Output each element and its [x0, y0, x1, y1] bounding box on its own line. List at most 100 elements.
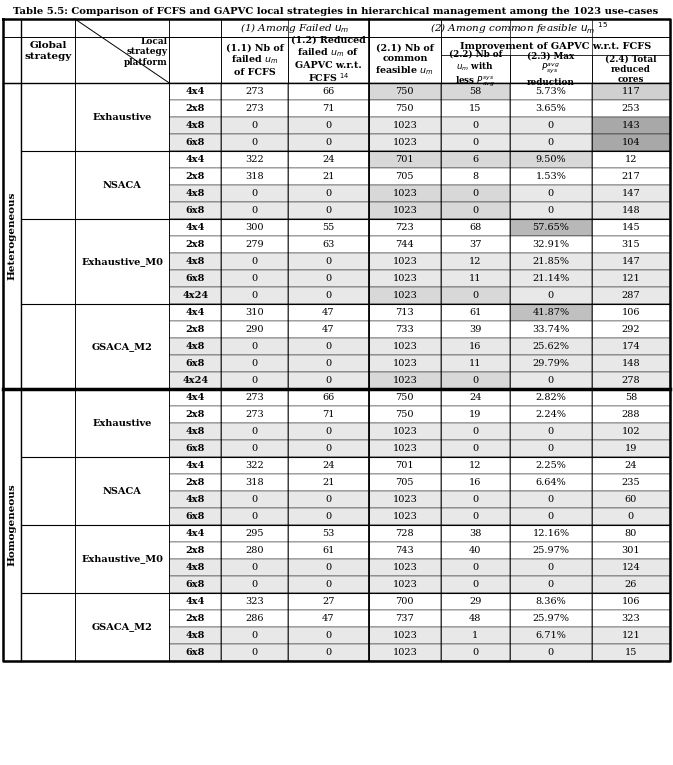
Text: 700: 700 [396, 597, 414, 606]
Bar [170, 627, 221, 644]
Bar [441, 134, 510, 151]
Text: 728: 728 [396, 529, 414, 538]
Bar [288, 491, 369, 508]
Bar [441, 389, 510, 406]
Text: 4x4: 4x4 [186, 393, 205, 402]
Bar [170, 355, 221, 372]
Text: 750: 750 [396, 87, 414, 96]
Bar [288, 593, 369, 610]
Bar [288, 134, 369, 151]
Bar [170, 270, 221, 287]
Text: 0: 0 [252, 206, 258, 215]
Bar [441, 644, 510, 661]
Bar [592, 236, 670, 253]
Text: 0: 0 [548, 444, 554, 453]
Bar [592, 202, 670, 219]
Bar [288, 406, 369, 423]
Bar [592, 389, 670, 406]
Bar [170, 253, 221, 270]
Text: 286: 286 [246, 614, 264, 623]
Bar [288, 644, 369, 661]
Text: 0: 0 [252, 376, 258, 385]
Text: 6x8: 6x8 [186, 444, 205, 453]
Bar [75, 304, 170, 389]
Bar [592, 83, 670, 100]
Bar [592, 508, 670, 525]
Text: 6x8: 6x8 [186, 138, 205, 147]
Bar [170, 644, 221, 661]
Text: 0: 0 [252, 580, 258, 589]
Bar [288, 355, 369, 372]
Bar [170, 576, 221, 593]
Text: 4x8: 4x8 [186, 121, 205, 130]
Text: NSACA: NSACA [103, 487, 141, 496]
Bar [441, 593, 510, 610]
Text: 2.25%: 2.25% [536, 461, 567, 470]
Text: 2x8: 2x8 [186, 546, 205, 555]
Bar [369, 474, 441, 491]
Bar [288, 610, 369, 627]
Bar [288, 151, 369, 168]
Bar [170, 508, 221, 525]
Text: 6x8: 6x8 [186, 359, 205, 368]
Bar [592, 457, 670, 474]
Bar [510, 372, 592, 389]
Bar [510, 304, 592, 321]
Bar [21, 83, 75, 389]
Bar [441, 117, 510, 134]
Text: 147: 147 [622, 189, 640, 198]
Text: 47: 47 [322, 325, 334, 334]
Bar [75, 457, 170, 525]
Text: 124: 124 [622, 563, 640, 572]
Bar [21, 389, 75, 661]
Text: 15: 15 [625, 648, 637, 657]
Text: 6: 6 [472, 155, 479, 164]
Bar [592, 627, 670, 644]
Text: 1023: 1023 [392, 512, 417, 521]
Bar [170, 440, 221, 457]
Text: 148: 148 [622, 359, 640, 368]
Bar [369, 321, 441, 338]
Text: 71: 71 [322, 410, 334, 419]
Text: 57.65%: 57.65% [532, 223, 569, 232]
Bar [75, 19, 170, 83]
Text: 48: 48 [469, 614, 482, 623]
Bar [441, 474, 510, 491]
Bar [170, 202, 221, 219]
Text: 80: 80 [625, 529, 637, 538]
Bar [170, 406, 221, 423]
Bar [288, 508, 369, 525]
Bar [221, 338, 288, 355]
Text: 0: 0 [252, 138, 258, 147]
Text: 1023: 1023 [392, 580, 417, 589]
Bar [221, 236, 288, 253]
Bar [441, 37, 670, 55]
Text: 0: 0 [472, 427, 479, 436]
Bar [441, 219, 510, 236]
Text: 1.53%: 1.53% [536, 172, 567, 181]
Text: 1023: 1023 [392, 138, 417, 147]
Text: 0: 0 [472, 495, 479, 504]
Bar [221, 474, 288, 491]
Text: 147: 147 [622, 257, 640, 266]
Text: Exhaustive_M0: Exhaustive_M0 [81, 555, 163, 564]
Bar [441, 610, 510, 627]
Text: 38: 38 [469, 529, 482, 538]
Text: 4x8: 4x8 [186, 495, 205, 504]
Bar [592, 559, 670, 576]
Bar [369, 236, 441, 253]
Bar [369, 440, 441, 457]
Bar [288, 83, 369, 100]
Text: 6.71%: 6.71% [536, 631, 567, 640]
Bar [221, 100, 288, 117]
Text: 0: 0 [548, 291, 554, 300]
Text: 106: 106 [622, 308, 640, 317]
Text: 0: 0 [548, 563, 554, 572]
Bar [369, 19, 441, 83]
Bar [221, 440, 288, 457]
Text: 29: 29 [469, 597, 482, 606]
Text: 1023: 1023 [392, 359, 417, 368]
Text: 71: 71 [322, 104, 334, 113]
Text: 0: 0 [325, 648, 332, 657]
Text: (1.1) Nb of
failed $u_m$
of FCFS: (1.1) Nb of failed $u_m$ of FCFS [226, 43, 283, 76]
